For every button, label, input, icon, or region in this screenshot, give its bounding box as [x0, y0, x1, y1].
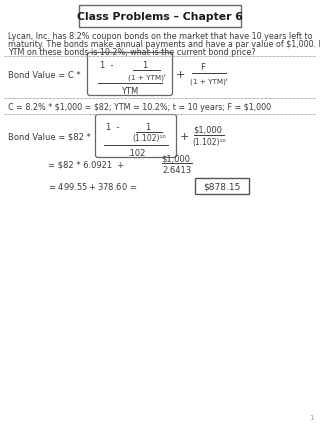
- Text: Bond Value = C *: Bond Value = C *: [8, 70, 81, 79]
- Text: $878.15: $878.15: [203, 182, 241, 191]
- Text: F: F: [201, 63, 205, 72]
- FancyBboxPatch shape: [87, 53, 172, 96]
- Text: Lycan, Inc. has 8.2% coupon bonds on the market that have 10 years left to: Lycan, Inc. has 8.2% coupon bonds on the…: [8, 32, 313, 41]
- Text: = $82 * 6.0921  +: = $82 * 6.0921 +: [48, 160, 124, 169]
- Text: $1,000: $1,000: [162, 154, 190, 163]
- Text: Class Problems – Chapter 6: Class Problems – Chapter 6: [77, 12, 243, 22]
- Text: Bond Value = $82 *: Bond Value = $82 *: [8, 132, 91, 141]
- Text: (1.102)¹⁰: (1.102)¹⁰: [192, 138, 226, 147]
- Text: YTM: YTM: [121, 86, 139, 95]
- Text: = $499.55 + $378.60 =: = $499.55 + $378.60 =: [48, 181, 137, 192]
- Text: +: +: [175, 70, 185, 80]
- Text: $1,000: $1,000: [194, 125, 222, 134]
- Text: maturity. The bonds make annual payments and have a par value of $1,000. If the: maturity. The bonds make annual payments…: [8, 40, 320, 49]
- Text: 1  -: 1 -: [106, 122, 119, 131]
- Text: 1: 1: [142, 60, 148, 69]
- Text: 2.6413: 2.6413: [163, 166, 192, 175]
- Text: .102: .102: [127, 148, 145, 157]
- Text: YTM on these bonds is 10.2%, what is the current bond price?: YTM on these bonds is 10.2%, what is the…: [8, 48, 256, 57]
- Text: (1 + YTM)ᵗ: (1 + YTM)ᵗ: [127, 73, 165, 81]
- FancyBboxPatch shape: [79, 6, 241, 28]
- Text: (1.102)¹⁰: (1.102)¹⁰: [132, 134, 166, 143]
- FancyBboxPatch shape: [95, 115, 177, 158]
- Text: C = 8.2% * $1,000 = $82; YTM = 10.2%; t = 10 years; F = $1,000: C = 8.2% * $1,000 = $82; YTM = 10.2%; t …: [8, 103, 271, 112]
- FancyBboxPatch shape: [195, 178, 249, 195]
- Text: (1 + YTM)ᵗ: (1 + YTM)ᵗ: [190, 77, 228, 84]
- Text: 1: 1: [145, 122, 151, 131]
- Text: 1: 1: [309, 414, 314, 420]
- Text: +: +: [179, 132, 189, 142]
- Text: 1  -: 1 -: [100, 60, 114, 69]
